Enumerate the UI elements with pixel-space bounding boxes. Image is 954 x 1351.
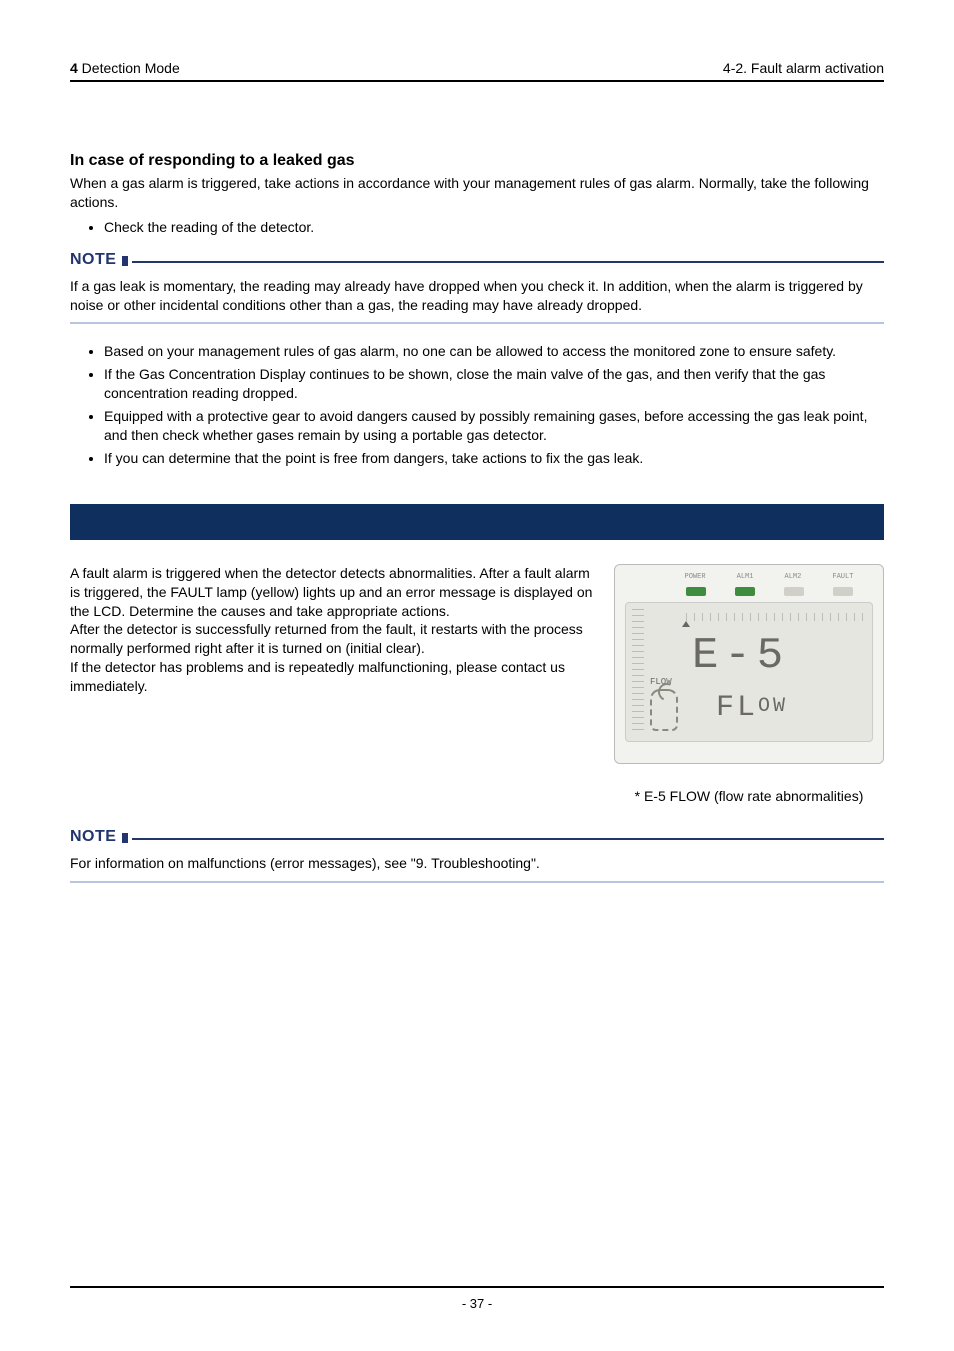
section-heading-leaked-gas: In case of responding to a leaked gas <box>70 152 884 170</box>
section-divider-bar <box>70 504 884 540</box>
bullet-protective-gear: Equipped with a protective gear to avoid… <box>104 407 884 445</box>
device-scale-vertical-icon <box>632 609 644 735</box>
note1-body: If a gas leak is momentary, the reading … <box>70 269 884 323</box>
fault-alarm-text-col: A fault alarm is triggered when the dete… <box>70 564 594 700</box>
page-footer: - 37 - <box>70 1286 884 1311</box>
page-number: - 37 - <box>462 1296 492 1311</box>
note2-title: NOTE <box>70 828 116 846</box>
bullet-close-valve: If the Gas Concentration Display continu… <box>104 365 884 403</box>
led-label-power: POWER <box>685 573 706 581</box>
note1-title-row: NOTE <box>70 251 884 269</box>
note1-bottom-rule <box>70 322 884 324</box>
page-header: 4 Detection Mode 4-2. Fault alarm activa… <box>70 60 884 82</box>
device-caption: * E-5 FLOW (flow rate abnormalities) <box>614 788 884 804</box>
chapter-title: Detection Mode <box>78 60 180 76</box>
note1-top-rule <box>132 261 884 263</box>
note1-tick-icon <box>122 256 128 266</box>
section1-intro: When a gas alarm is triggered, take acti… <box>70 174 884 212</box>
device-image-col: POWER ALM1 ALM2 FAULT E-5 FLOW FLOW <box>614 564 884 804</box>
device-flow-icon <box>650 689 678 731</box>
note2-title-row: NOTE <box>70 828 884 846</box>
note2-top-rule <box>132 838 884 840</box>
fault-alarm-paragraph: A fault alarm is triggered when the dete… <box>70 564 594 696</box>
section1-bullets-2: Based on your management rules of gas al… <box>70 342 884 467</box>
note2-body: For information on malfunctions (error m… <box>70 846 884 881</box>
device-arrow-icon <box>682 621 690 627</box>
note-block-2: NOTE For information on malfunctions (er… <box>70 828 884 883</box>
bullet-check-reading: Check the reading of the detector. <box>104 218 884 237</box>
bullet-fix-leak: If you can determine that the point is f… <box>104 449 884 468</box>
device-lcd-main: E-5 <box>692 631 789 681</box>
header-right: 4-2. Fault alarm activation <box>723 60 884 76</box>
device-lcd-sub: FLOW <box>716 691 788 725</box>
note-block-1: NOTE If a gas leak is momentary, the rea… <box>70 251 884 325</box>
device-image: POWER ALM1 ALM2 FAULT E-5 FLOW FLOW <box>614 564 884 764</box>
device-leds <box>671 587 867 596</box>
led-alm2-icon <box>784 587 804 596</box>
note1-title: NOTE <box>70 251 116 269</box>
device-lcd-panel: E-5 FLOW FLOW <box>625 602 873 742</box>
device-led-labels: POWER ALM1 ALM2 FAULT <box>669 573 869 581</box>
led-alm1-icon <box>735 587 755 596</box>
led-label-alm1: ALM1 <box>737 573 754 581</box>
note2-tick-icon <box>122 833 128 843</box>
bullet-management-rules: Based on your management rules of gas al… <box>104 342 884 361</box>
header-left: 4 Detection Mode <box>70 60 180 76</box>
device-scale-horizontal-icon <box>686 613 864 621</box>
note2-bottom-rule <box>70 881 884 883</box>
led-fault-icon <box>833 587 853 596</box>
section1-bullets: Check the reading of the detector. <box>70 218 884 237</box>
chapter-number: 4 <box>70 60 78 76</box>
led-label-alm2: ALM2 <box>785 573 802 581</box>
led-label-fault: FAULT <box>832 573 853 581</box>
fault-alarm-row: A fault alarm is triggered when the dete… <box>70 564 884 804</box>
led-power-icon <box>686 587 706 596</box>
